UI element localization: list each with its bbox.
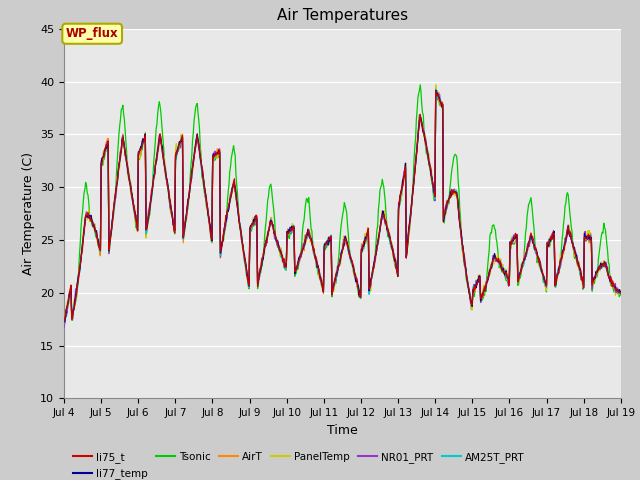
Legend: li75_t, li77_temp, Tsonic, AirT, PanelTemp, NR01_PRT, AM25T_PRT: li75_t, li77_temp, Tsonic, AirT, PanelTe…: [69, 448, 529, 480]
X-axis label: Time: Time: [327, 424, 358, 437]
Text: WP_flux: WP_flux: [66, 27, 118, 40]
Title: Air Temperatures: Air Temperatures: [277, 9, 408, 24]
Y-axis label: Air Temperature (C): Air Temperature (C): [22, 152, 35, 275]
